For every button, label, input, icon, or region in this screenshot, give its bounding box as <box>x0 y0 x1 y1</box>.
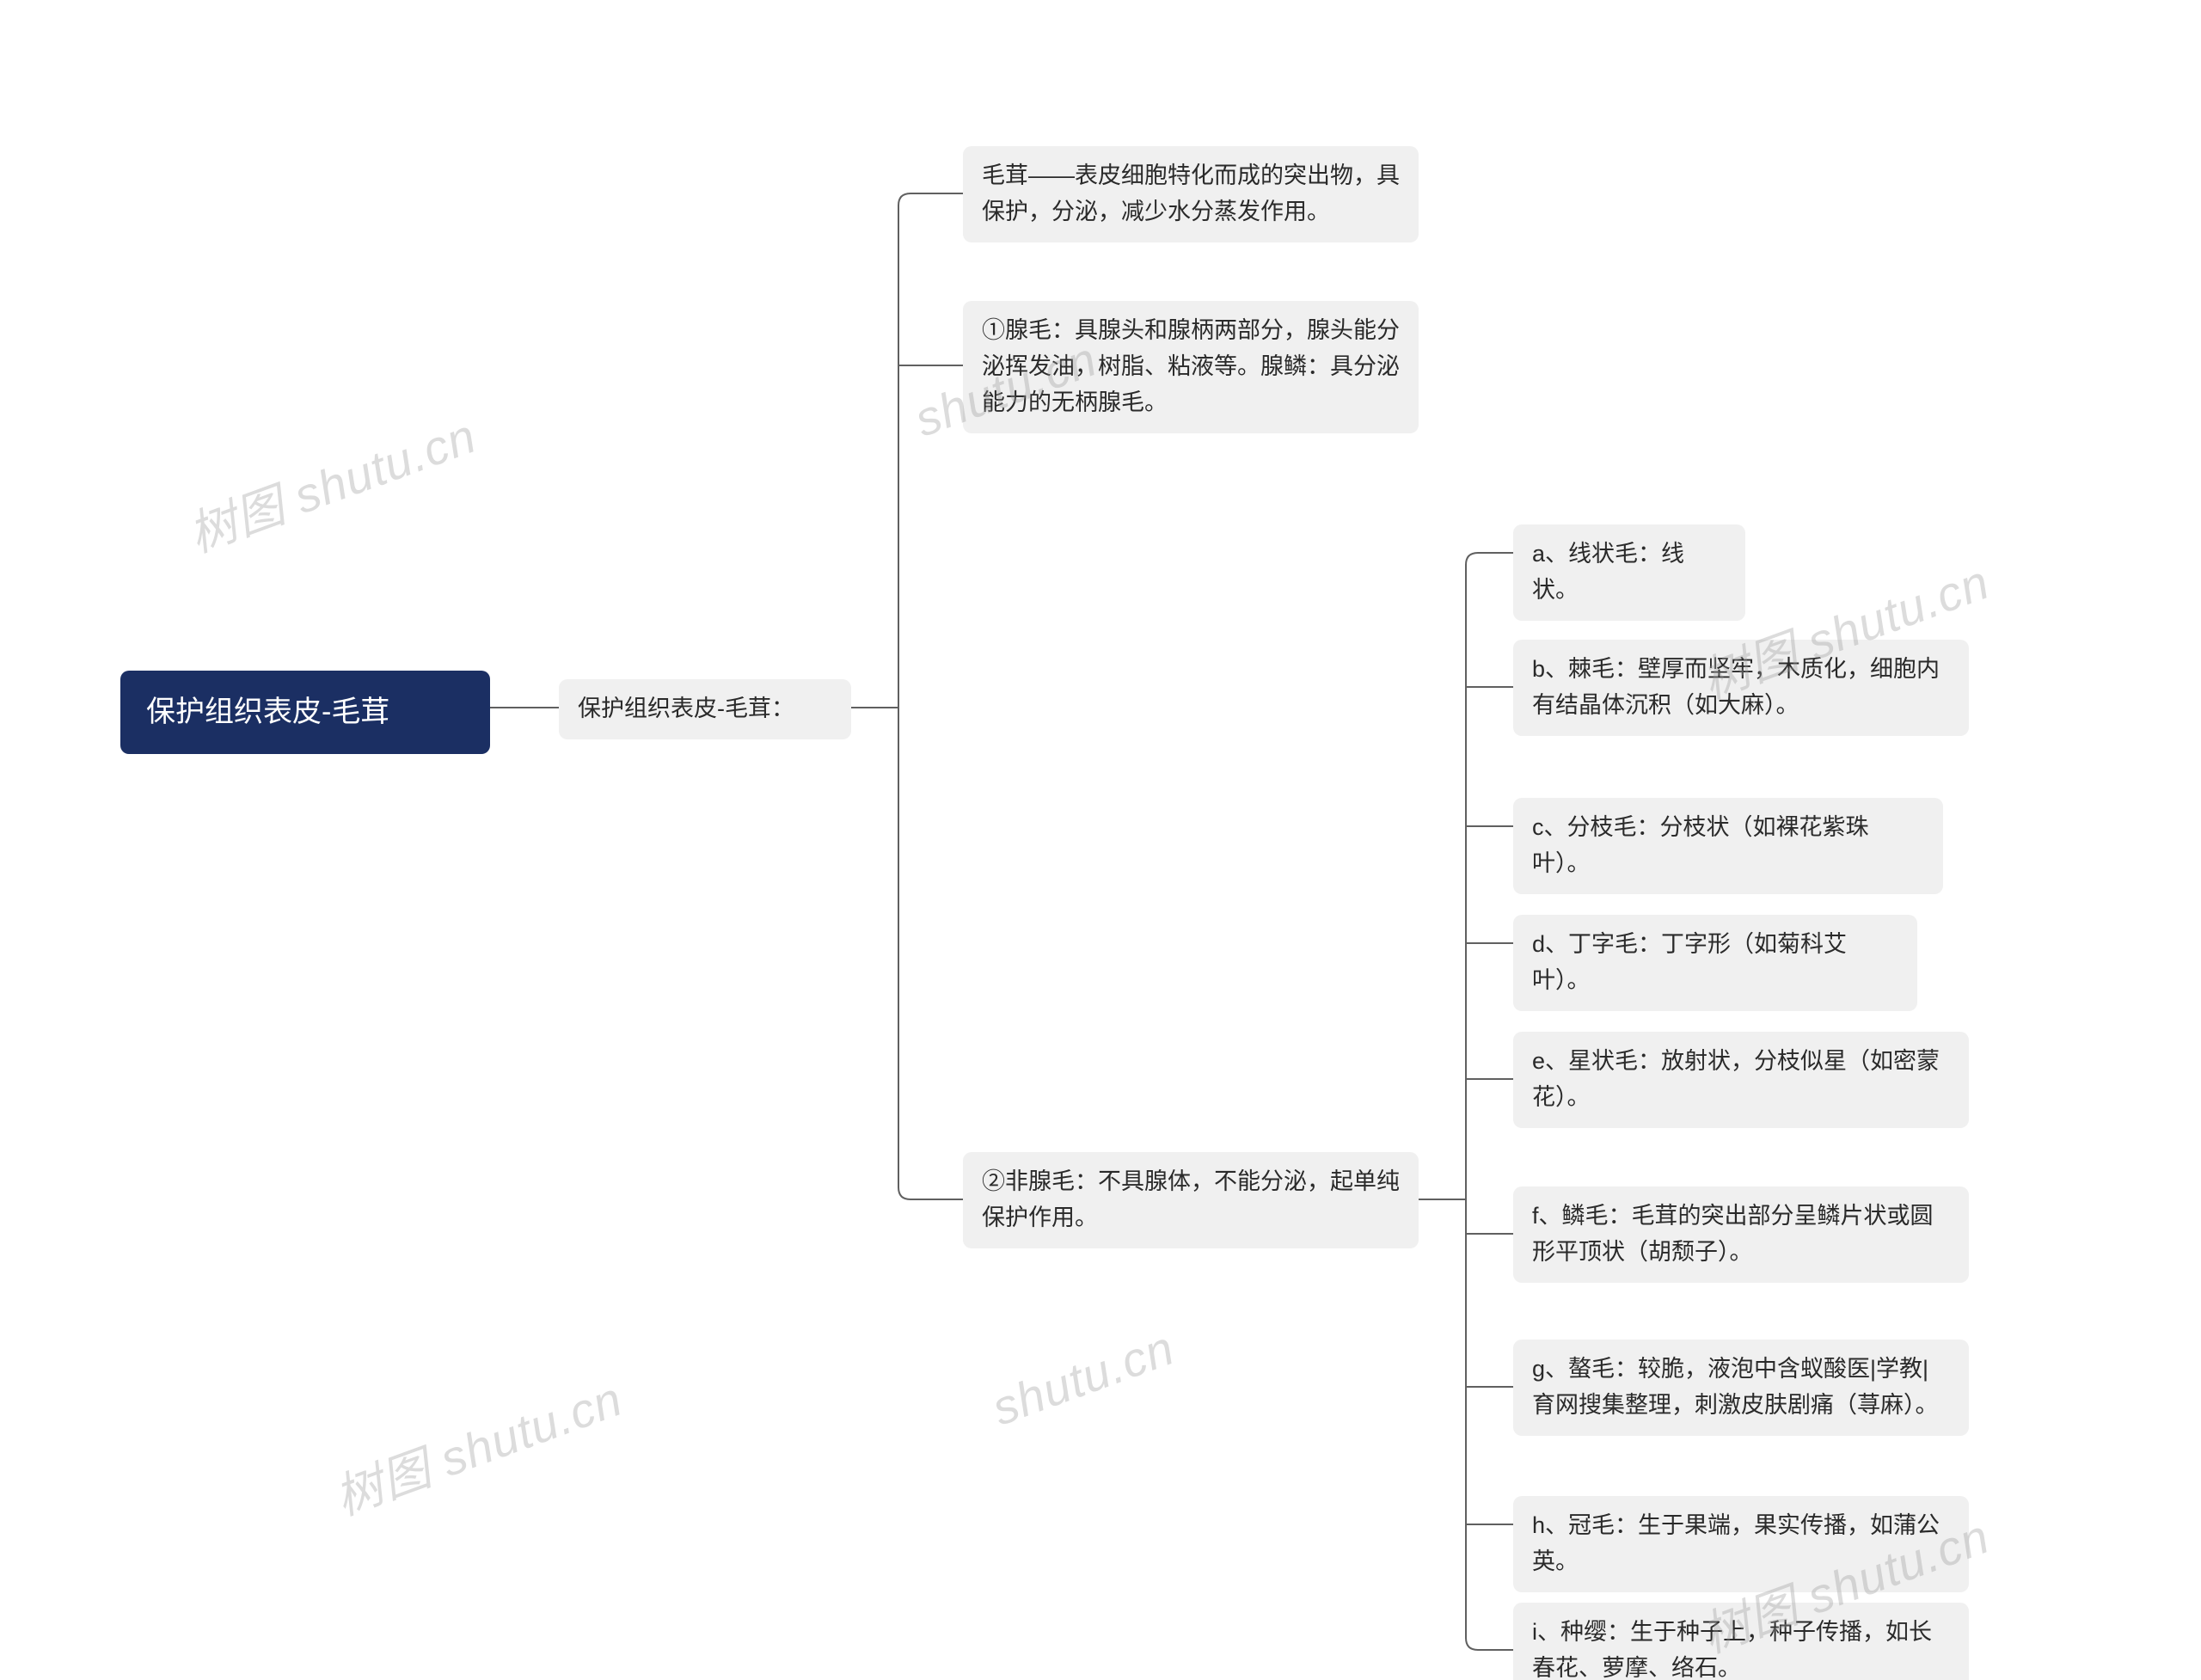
level1-label: 保护组织表皮-毛茸： <box>578 696 794 721</box>
root-label: 保护组织表皮-毛茸 <box>146 696 389 728</box>
node-label: e、星状毛：放射状，分枝似星（如密蒙花）。 <box>1532 1048 1940 1110</box>
level1-node[interactable]: 保护组织表皮-毛茸： <box>559 679 851 739</box>
node-label: i、种缨：生于种子上，种子传播，如长春花、萝摩、络石。 <box>1532 1619 1932 1680</box>
watermark: 树图 shutu.cn <box>178 398 485 567</box>
level2-node-intro[interactable]: 毛茸——表皮细胞特化而成的突出物，具保护，分泌，减少水分蒸发作用。 <box>963 146 1419 242</box>
node-label: d、丁字毛：丁字形（如菊科艾叶）。 <box>1532 931 1847 993</box>
level3-node-g[interactable]: g、螯毛：较脆，液泡中含蚁酸医|学教|育网搜集整理，刺激皮肤剧痛（荨麻）。 <box>1513 1340 1969 1436</box>
level3-node-f[interactable]: f、鳞毛：毛茸的突出部分呈鳞片状或圆形平顶状（胡颓子）。 <box>1513 1186 1969 1283</box>
level3-node-d[interactable]: d、丁字毛：丁字形（如菊科艾叶）。 <box>1513 915 1917 1011</box>
root-node[interactable]: 保护组织表皮-毛茸 <box>120 671 490 754</box>
level3-node-e[interactable]: e、星状毛：放射状，分枝似星（如密蒙花）。 <box>1513 1032 1969 1128</box>
level3-node-i[interactable]: i、种缨：生于种子上，种子传播，如长春花、萝摩、络石。 <box>1513 1603 1969 1680</box>
node-label: ①腺毛：具腺头和腺柄两部分，腺头能分泌挥发油，树脂、粘液等。腺鳞：具分泌能力的无… <box>982 317 1400 415</box>
level2-node-nonglandular[interactable]: ②非腺毛：不具腺体，不能分泌，起单纯保护作用。 <box>963 1152 1419 1248</box>
level3-node-a[interactable]: a、线状毛：线状。 <box>1513 524 1745 621</box>
watermark: 树图 shutu.cn <box>324 1361 631 1530</box>
level2-node-glandular[interactable]: ①腺毛：具腺头和腺柄两部分，腺头能分泌挥发油，树脂、粘液等。腺鳞：具分泌能力的无… <box>963 301 1419 433</box>
mindmap-canvas: 保护组织表皮-毛茸 保护组织表皮-毛茸： 毛茸——表皮细胞特化而成的突出物，具保… <box>0 0 2201 1680</box>
node-label: a、线状毛：线状。 <box>1532 541 1684 603</box>
node-label: ②非腺毛：不具腺体，不能分泌，起单纯保护作用。 <box>982 1168 1400 1230</box>
node-label: f、鳞毛：毛茸的突出部分呈鳞片状或圆形平顶状（胡颓子）。 <box>1532 1203 1934 1265</box>
level3-node-b[interactable]: b、棘毛：壁厚而坚牢，木质化，细胞内有结晶体沉积（如大麻）。 <box>1513 640 1969 736</box>
watermark: shutu.cn <box>985 1319 1182 1436</box>
node-label: 毛茸——表皮细胞特化而成的突出物，具保护，分泌，减少水分蒸发作用。 <box>982 162 1400 224</box>
node-label: g、螯毛：较脆，液泡中含蚁酸医|学教|育网搜集整理，刺激皮肤剧痛（荨麻）。 <box>1532 1356 1939 1418</box>
level3-node-c[interactable]: c、分枝毛：分枝状（如裸花紫珠叶）。 <box>1513 798 1943 894</box>
node-label: h、冠毛：生于果端，果实传播，如蒲公英。 <box>1532 1512 1940 1574</box>
node-label: b、棘毛：壁厚而坚牢，木质化，细胞内有结晶体沉积（如大麻）。 <box>1532 656 1940 718</box>
level3-node-h[interactable]: h、冠毛：生于果端，果实传播，如蒲公英。 <box>1513 1496 1969 1592</box>
node-label: c、分枝毛：分枝状（如裸花紫珠叶）。 <box>1532 814 1869 876</box>
